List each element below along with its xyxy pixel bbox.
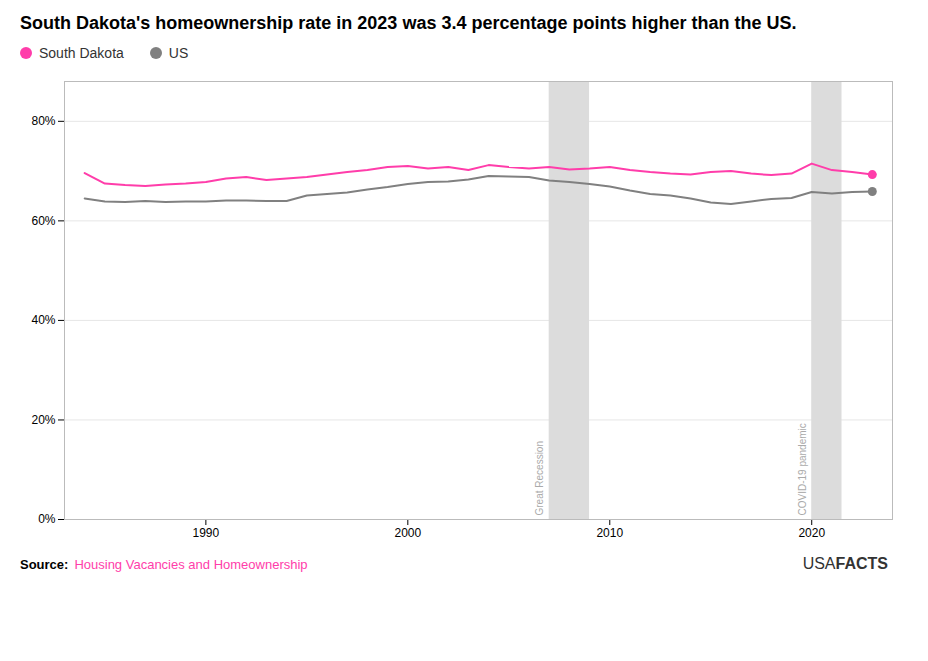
svg-text:1990: 1990 bbox=[193, 526, 220, 540]
html-text:USA FACTS: USA FACTS bbox=[802, 555, 888, 572]
svg-text:2020: 2020 bbox=[798, 526, 825, 540]
svg-text:80%: 80% bbox=[31, 114, 55, 128]
svg-text:40%: 40% bbox=[31, 313, 55, 327]
svg-text:20%: 20% bbox=[31, 413, 55, 427]
svg-text:0%: 0% bbox=[38, 512, 56, 526]
html-text:US: US bbox=[168, 45, 189, 61]
svg-text:Great Recession: Great Recession bbox=[534, 441, 545, 515]
html-text:South Dakota: South Dakota bbox=[39, 45, 124, 61]
svg-text:COVID-19 pandemic: COVID-19 pandemic bbox=[797, 423, 808, 515]
svg-text:60%: 60% bbox=[31, 214, 55, 228]
html-text:South Dakota's homeownership r: South Dakota's homeownership rate in 202… bbox=[20, 13, 797, 33]
svg-text:2000: 2000 bbox=[394, 526, 421, 540]
html-text:Source: Housing Vacancies and: Source: Housing Vacancies and Homeowners… bbox=[20, 556, 308, 572]
svg-text:2010: 2010 bbox=[596, 526, 623, 540]
